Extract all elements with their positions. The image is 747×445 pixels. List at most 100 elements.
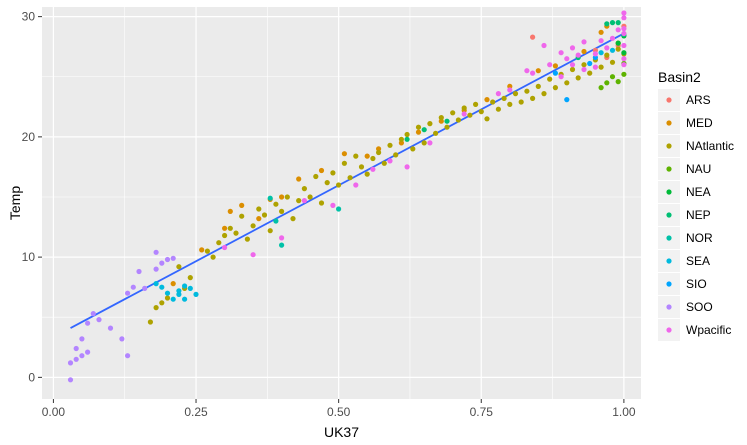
point-nau (621, 71, 627, 77)
grid (42, 7, 641, 399)
point-wpacific (404, 164, 410, 170)
y-axis: 0 10 20 30 (22, 10, 42, 384)
point-soo (142, 285, 148, 291)
point-wpacific (330, 202, 336, 208)
point-natlantic (256, 206, 262, 212)
point-natlantic (222, 232, 228, 239)
point-sio (587, 60, 593, 67)
point-natlantic (433, 130, 439, 136)
point-sea (159, 284, 165, 290)
point-natlantic (410, 146, 416, 152)
point-wpacific (592, 51, 599, 57)
point-soo (119, 336, 125, 342)
point-natlantic (244, 236, 250, 242)
point-med (535, 68, 541, 74)
point-natlantic (227, 225, 233, 231)
point-nau (615, 79, 621, 85)
point-natlantic (318, 200, 325, 206)
point-natlantic (467, 112, 473, 118)
legend-title: Basin2 (658, 69, 701, 85)
point-med (341, 151, 347, 157)
point-natlantic (530, 95, 536, 101)
point-natlantic (301, 186, 307, 192)
point-sio (564, 97, 570, 103)
legend-label: NAtlantic (686, 139, 734, 153)
point-natlantic (450, 110, 456, 116)
point-wpacific (524, 68, 530, 74)
point-soo (85, 349, 91, 355)
legend-label: NOR (686, 231, 713, 245)
point-med (364, 153, 370, 159)
point-soo (159, 260, 165, 266)
point-wpacific (609, 35, 616, 41)
point-natlantic (267, 228, 273, 234)
point-natlantic (341, 160, 347, 166)
point-wpacific (387, 158, 393, 164)
point-natlantic (358, 164, 365, 170)
legend-swatch-wpacific (666, 327, 672, 333)
point-med (552, 63, 559, 69)
point-natlantic (564, 80, 570, 86)
point-natlantic (581, 62, 587, 68)
point-ars (592, 47, 599, 53)
point-med (581, 48, 587, 55)
point-natlantic (569, 66, 576, 73)
point-natlantic (376, 149, 382, 156)
point-natlantic (484, 116, 490, 122)
point-wpacific (564, 56, 570, 62)
point-wpacific (621, 30, 627, 37)
point-natlantic (427, 121, 433, 127)
point-natlantic (507, 101, 513, 107)
point-nor (336, 206, 342, 212)
x-tick-label: 0.25 (184, 405, 208, 419)
point-nea (615, 40, 621, 46)
point-soo (73, 356, 79, 362)
point-nep (615, 20, 621, 26)
legend-swatch-nor (666, 235, 672, 241)
point-wpacific (569, 45, 576, 51)
y-axis-title: Temp (7, 186, 23, 220)
point-wpacific (427, 140, 433, 146)
point-natlantic (233, 230, 239, 236)
point-wpacific (569, 62, 576, 68)
point-nep (444, 118, 450, 124)
point-wpacific (621, 26, 627, 32)
legend-label: MED (686, 116, 713, 130)
point-natlantic (336, 182, 342, 188)
point-wpacific (222, 244, 228, 251)
legend-swatch-med (666, 120, 672, 126)
point-wpacific (621, 56, 627, 62)
point-natlantic (239, 213, 245, 219)
point-soo (67, 360, 74, 366)
legend-label: SEA (686, 254, 710, 268)
point-natlantic (330, 170, 336, 176)
legend-swatch-nea (666, 189, 672, 195)
y-tick-label: 10 (22, 250, 36, 264)
point-med (199, 247, 205, 253)
point-natlantic (461, 105, 467, 111)
x-tick-label: 0.50 (327, 405, 351, 419)
point-natlantic (575, 75, 581, 81)
point-natlantic (153, 305, 159, 311)
point-natlantic (598, 64, 604, 70)
point-natlantic (347, 175, 353, 181)
point-med (484, 97, 490, 103)
point-natlantic (250, 223, 256, 229)
point-med (170, 281, 176, 287)
point-sea (182, 296, 188, 302)
point-soo (73, 345, 79, 352)
point-sea (609, 47, 616, 53)
point-wpacific (301, 198, 307, 204)
point-soo (67, 377, 74, 383)
point-wpacific (507, 87, 513, 93)
point-natlantic (381, 160, 387, 166)
point-natlantic (473, 101, 479, 107)
point-nau (604, 80, 610, 86)
point-sea (598, 50, 604, 56)
point-med (296, 176, 302, 182)
point-wpacific (547, 62, 553, 68)
y-tick-label: 0 (28, 370, 35, 384)
point-nep (421, 127, 427, 133)
legend-swatch-nau (666, 166, 672, 172)
point-nor (267, 195, 273, 201)
